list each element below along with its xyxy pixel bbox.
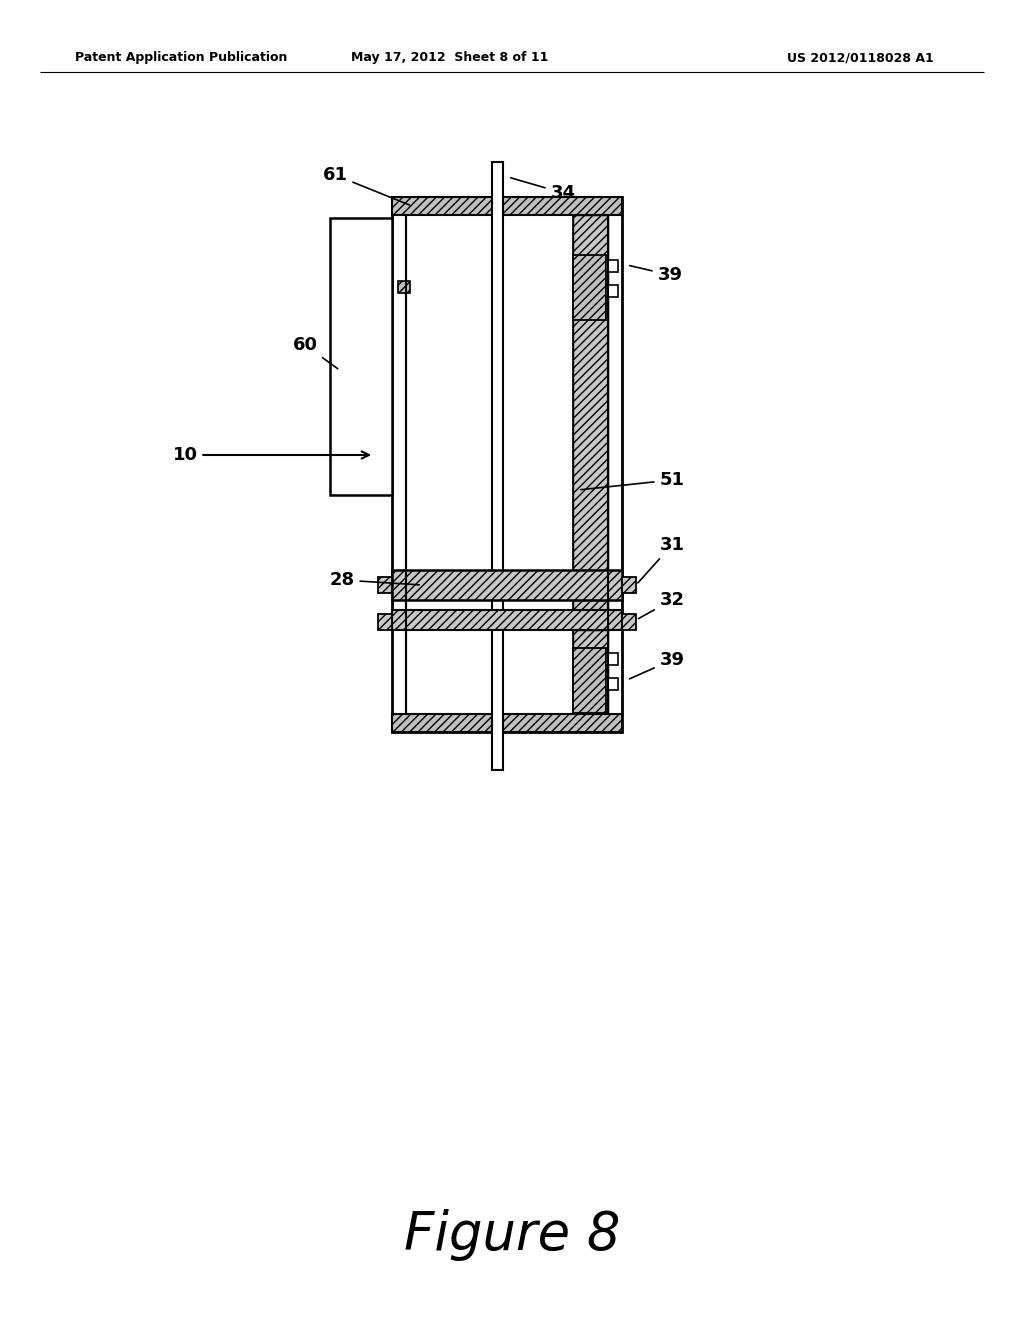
Text: 31: 31 — [638, 536, 684, 583]
Bar — [330, 218, 392, 495]
Text: US 2012/0118028 A1: US 2012/0118028 A1 — [786, 51, 933, 65]
Bar — [606, 653, 618, 665]
Text: Patent Application Publication: Patent Application Publication — [75, 51, 288, 65]
Text: 34: 34 — [511, 178, 575, 202]
Text: May 17, 2012  Sheet 8 of 11: May 17, 2012 Sheet 8 of 11 — [351, 51, 549, 65]
Text: Figure 8: Figure 8 — [403, 1209, 621, 1261]
Bar — [573, 648, 606, 713]
Bar — [378, 577, 392, 593]
Text: 32: 32 — [638, 591, 684, 619]
Bar — [573, 630, 608, 714]
Text: 10: 10 — [172, 446, 369, 465]
Text: 51: 51 — [581, 471, 684, 490]
Text: 28: 28 — [330, 572, 419, 589]
Text: 39: 39 — [630, 651, 684, 678]
Bar — [573, 215, 608, 570]
Bar — [392, 197, 622, 733]
Bar — [392, 714, 622, 733]
Bar — [622, 577, 636, 593]
Text: 39: 39 — [630, 265, 683, 284]
Bar — [398, 281, 410, 293]
Bar — [606, 260, 618, 272]
Bar — [573, 601, 608, 610]
Bar — [606, 678, 618, 690]
Text: 60: 60 — [293, 337, 338, 368]
Bar — [492, 162, 503, 770]
Bar — [573, 255, 606, 319]
Bar — [392, 197, 622, 215]
Bar — [378, 614, 392, 630]
Text: 61: 61 — [323, 166, 410, 205]
Bar — [392, 570, 622, 601]
Bar — [392, 610, 622, 630]
Bar — [606, 285, 618, 297]
Bar — [622, 614, 636, 630]
